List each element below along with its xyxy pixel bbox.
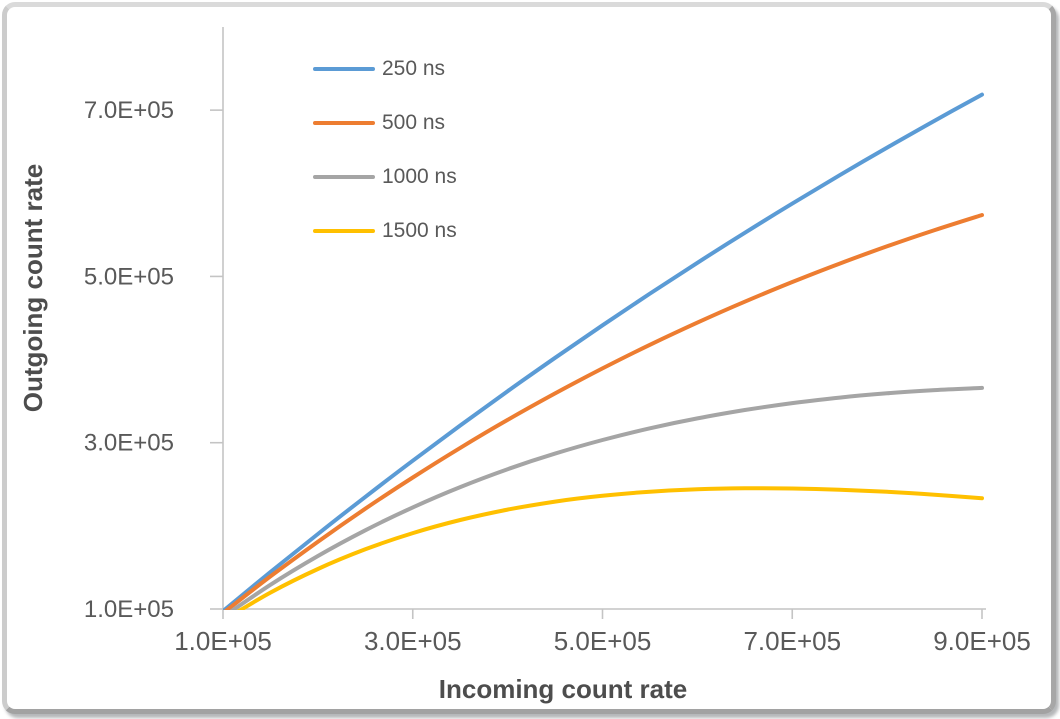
legend: 250 ns 500 ns 1000 ns 1500 ns bbox=[313, 42, 457, 258]
y-axis-title: Outgoing count rate bbox=[18, 164, 48, 412]
x-tick-label: 5.0E+05 bbox=[554, 626, 652, 656]
x-axis-title: Incoming count rate bbox=[439, 674, 687, 704]
y-tick-label: 1.0E+05 bbox=[84, 596, 174, 623]
legend-label: 1500 ns bbox=[382, 219, 457, 242]
legend-label: 500 ns bbox=[382, 111, 446, 134]
legend-item-500-ns: 500 ns bbox=[313, 96, 457, 150]
legend-swatch-1500-ns bbox=[313, 229, 375, 233]
legend-item-1500-ns: 1500 ns bbox=[313, 204, 457, 258]
y-tick-label: 3.0E+05 bbox=[84, 430, 174, 457]
tick-labels: 1.0E+05 3.0E+05 5.0E+05 7.0E+05 9.0E+05 1.0E+… bbox=[84, 97, 1031, 656]
legend-item-1000-ns: 1000 ns bbox=[313, 150, 457, 204]
y-tick-label: 7.0E+05 bbox=[84, 97, 174, 124]
legend-swatch-1000-ns bbox=[313, 175, 375, 179]
legend-label: 1000 ns bbox=[382, 165, 457, 188]
legend-swatch-500-ns bbox=[313, 121, 375, 125]
legend-label: 250 ns bbox=[382, 57, 446, 80]
curve-500-ns bbox=[223, 213, 984, 610]
legend-item-250-ns: 250 ns bbox=[313, 42, 457, 96]
x-tick-label: 7.0E+05 bbox=[743, 626, 841, 656]
curves bbox=[223, 92, 984, 610]
curve-250-ns bbox=[223, 92, 984, 610]
legend-swatch-250-ns bbox=[313, 67, 375, 71]
curve-1500-ns bbox=[236, 486, 984, 610]
y-tick-label: 5.0E+05 bbox=[84, 263, 174, 290]
x-tick-label: 9.0E+05 bbox=[933, 626, 1031, 656]
x-tick-label: 3.0E+05 bbox=[364, 626, 462, 656]
curve-1000-ns bbox=[229, 385, 984, 610]
x-tick-label: 1.0E+05 bbox=[174, 626, 272, 656]
